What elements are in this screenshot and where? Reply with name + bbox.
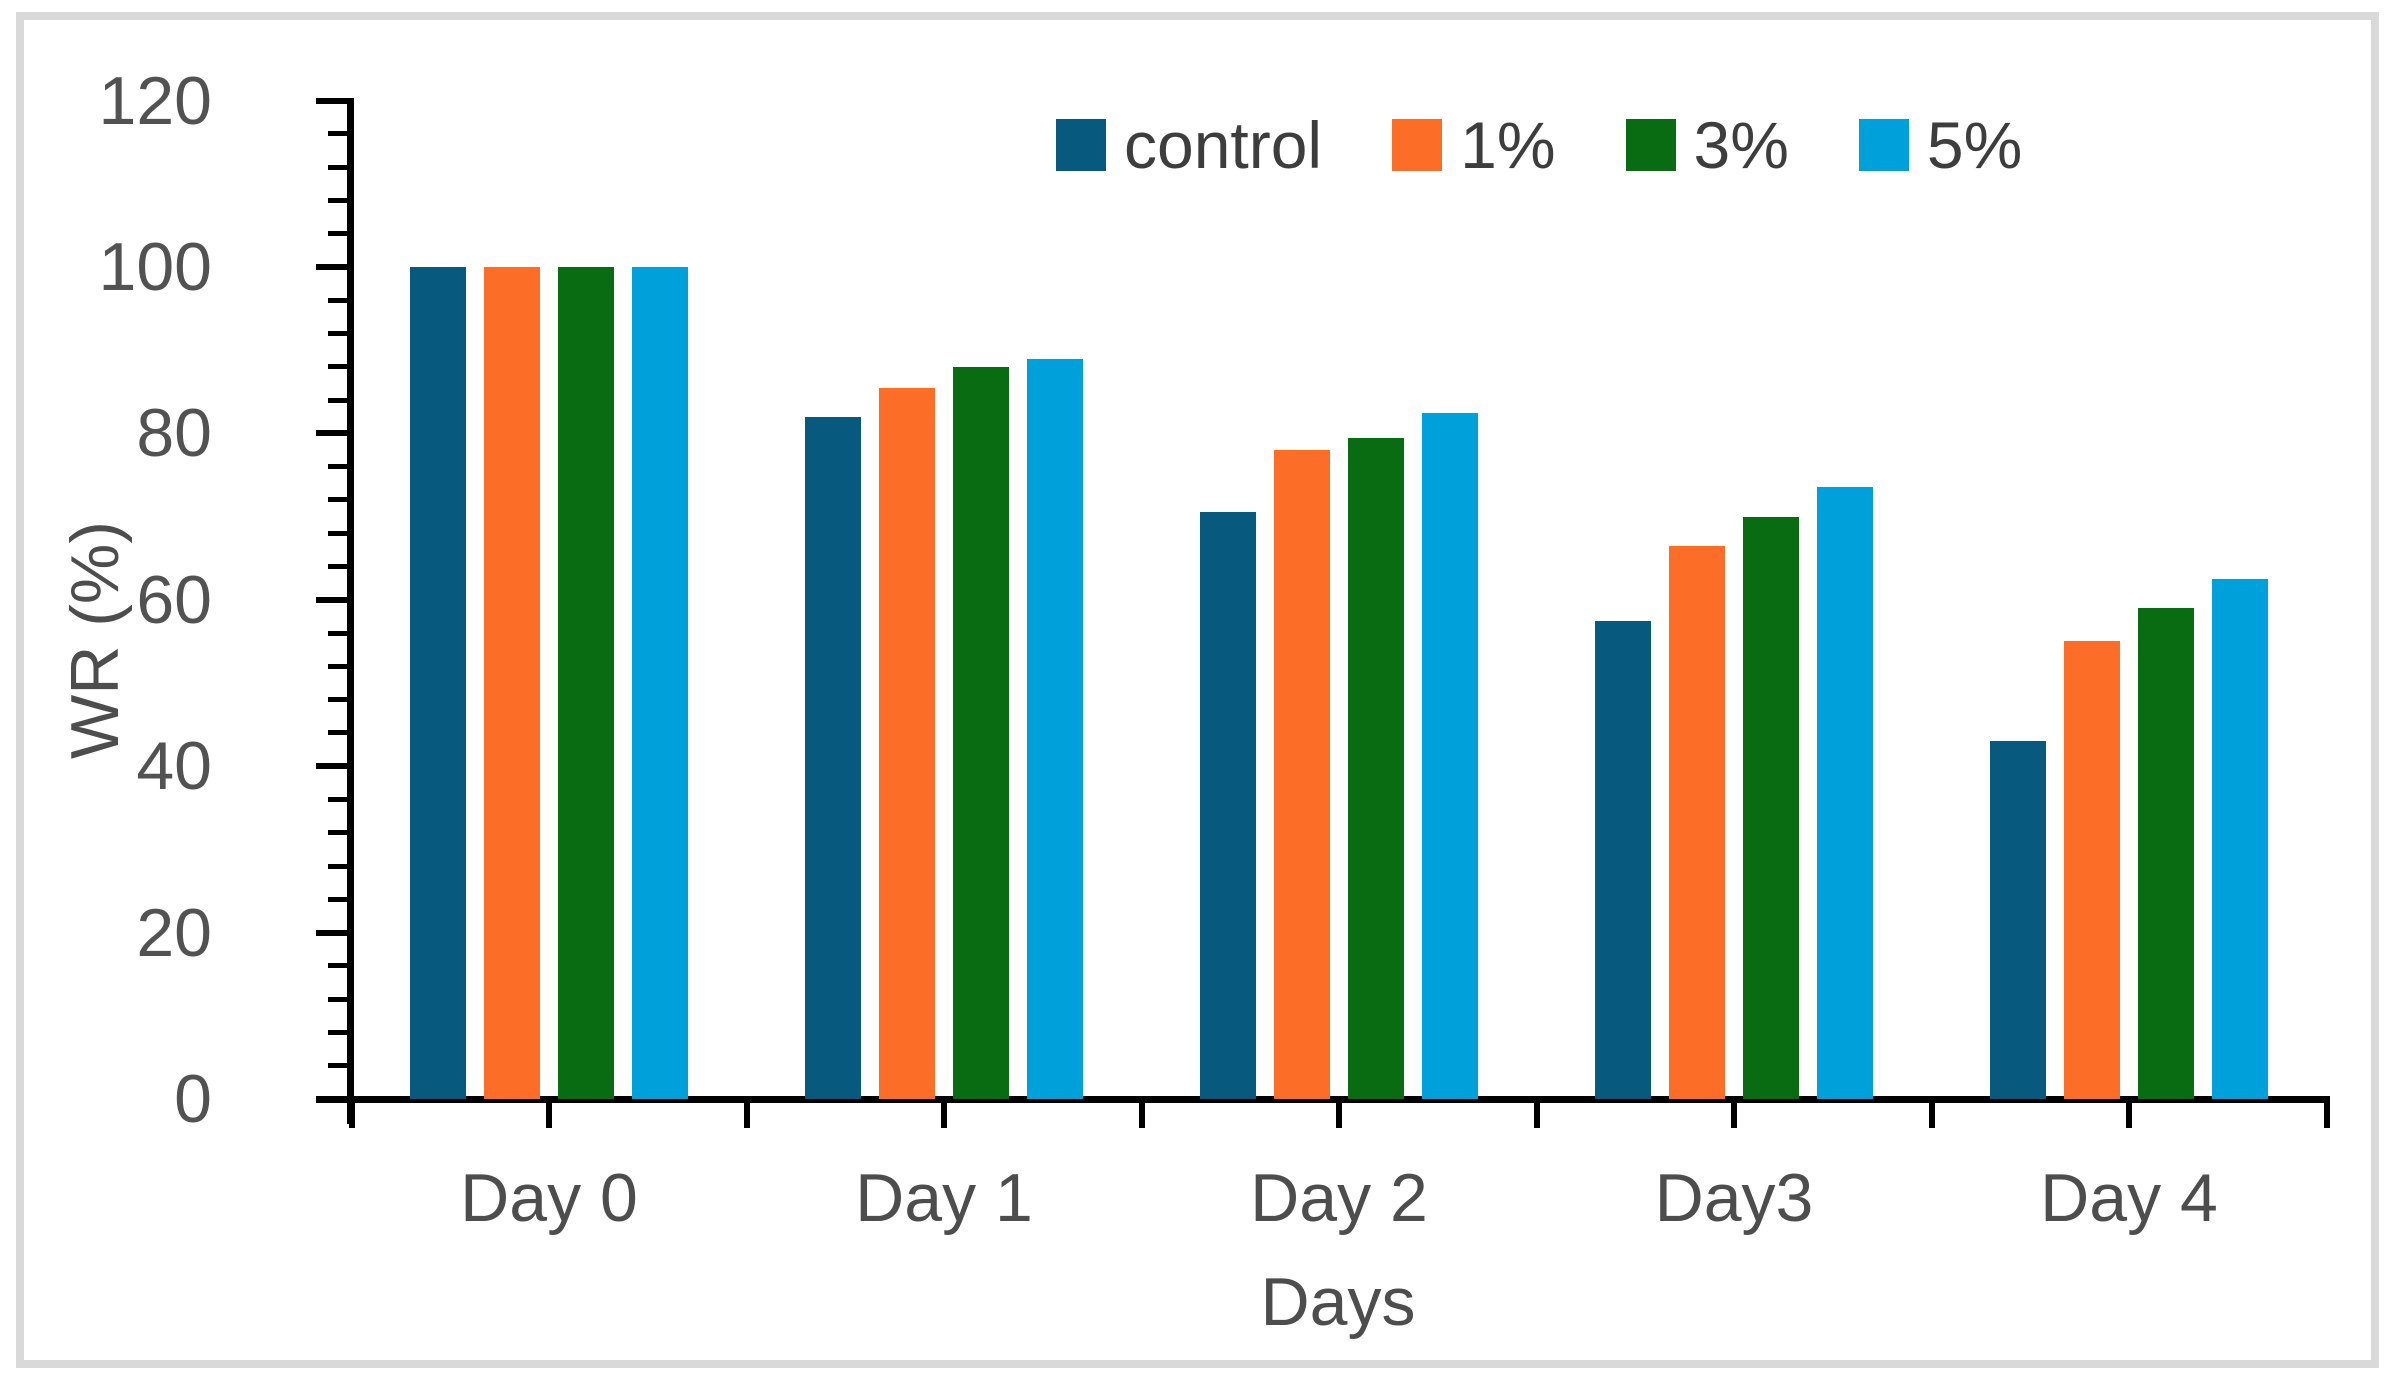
x-tick [348,1102,355,1128]
y-tick-label: 0 [174,1061,212,1137]
y-major-tick [316,596,350,603]
y-tick-label: 80 [136,395,212,472]
bar-1%-day0 [484,267,540,1099]
y-minor-tick [328,131,350,137]
y-minor-tick [328,164,350,170]
y-minor-tick [328,564,350,570]
y-major-tick [316,430,350,437]
y-minor-tick [328,530,350,536]
legend-label: 3% [1693,108,1789,182]
x-category-label: Day 0 [460,1160,638,1236]
y-minor-tick [328,297,350,303]
bar-1%-day4 [2064,641,2120,1099]
legend-swatch-icon [1858,119,1909,171]
y-axis-line [347,97,354,1124]
bar-1%-day3 [1669,545,1725,1099]
bar-5%-day4 [2212,579,2268,1099]
bar-control-day4 [1990,741,2046,1099]
y-minor-tick [328,397,350,403]
legend-item-3pct: 3% [1625,108,1789,182]
y-minor-tick [328,1029,350,1035]
x-category-label: Day3 [1654,1160,1814,1236]
bar-3%-day3 [1743,516,1799,1099]
y-minor-tick [328,197,350,203]
bar-control-day2 [1200,512,1256,1099]
legend-item-1pct: 1% [1392,108,1556,182]
y-minor-tick [328,630,350,636]
bar-1%-day2 [1274,450,1330,1099]
y-minor-tick [328,364,350,370]
x-category-label: Day 1 [855,1160,1033,1236]
y-minor-tick [328,231,350,237]
chart-border-frame [16,12,2379,1368]
y-minor-tick [328,697,350,703]
bar-3%-day2 [1348,437,1404,1099]
bar-3%-day1 [953,366,1009,1099]
y-tick-label: 40 [136,728,212,805]
y-minor-tick [328,464,350,470]
bar-control-day0 [410,267,466,1099]
bar-5%-day2 [1422,412,1478,1099]
x-tick [1138,1102,1145,1128]
y-tick-label: 20 [136,894,212,971]
x-tick [2323,1102,2330,1128]
x-tick [1336,1102,1342,1128]
bar-1%-day1 [879,387,935,1099]
legend-swatch-icon [1625,119,1676,171]
x-tick [743,1102,750,1128]
bar-control-day3 [1595,620,1651,1099]
y-minor-tick [328,830,350,836]
x-tick [941,1102,947,1128]
legend-item-5pct: 5% [1858,108,2023,182]
bar-3%-day0 [558,267,614,1099]
y-minor-tick [328,730,350,736]
y-major-tick [316,763,350,770]
legend-label: 1% [1460,108,1556,182]
y-minor-tick [328,497,350,503]
legend: control 1% 3% 5% [1056,112,2022,178]
legend-label: 5% [1926,108,2023,182]
y-axis-title: WR (%) [57,521,133,759]
y-minor-tick [328,863,350,869]
y-tick-label: 100 [98,229,212,305]
bar-5%-day3 [1817,487,1873,1099]
legend-label: control [1124,108,1323,182]
y-minor-tick [328,963,350,969]
y-minor-tick [328,796,350,802]
y-minor-tick [328,331,350,337]
y-tick-label: 120 [98,62,212,139]
y-minor-tick [328,896,350,902]
x-tick [2126,1102,2132,1128]
y-minor-tick [328,996,350,1002]
legend-swatch-icon [1056,119,1106,171]
y-tick-label: 60 [136,561,212,638]
x-tick [1928,1102,1935,1128]
y-major-tick [316,264,350,270]
bar-control-day1 [805,416,861,1099]
legend-swatch-icon [1392,119,1443,171]
bar-3%-day4 [2138,608,2194,1099]
x-axis-title: Days [1260,1264,1416,1340]
x-tick [1731,1102,1737,1128]
y-major-tick [316,97,350,104]
bar-5%-day1 [1027,358,1083,1099]
bar-5%-day0 [632,267,688,1099]
x-tick [546,1102,552,1128]
x-category-label: Day 2 [1250,1160,1428,1236]
x-category-label: Day 4 [2040,1160,2218,1236]
x-tick [1533,1102,1540,1128]
y-major-tick [316,929,350,936]
y-minor-tick [328,1063,350,1069]
y-minor-tick [328,663,350,669]
y-major-tick [316,1096,350,1102]
x-axis-line [316,1096,2330,1103]
legend-item-control: control [1056,112,1322,178]
